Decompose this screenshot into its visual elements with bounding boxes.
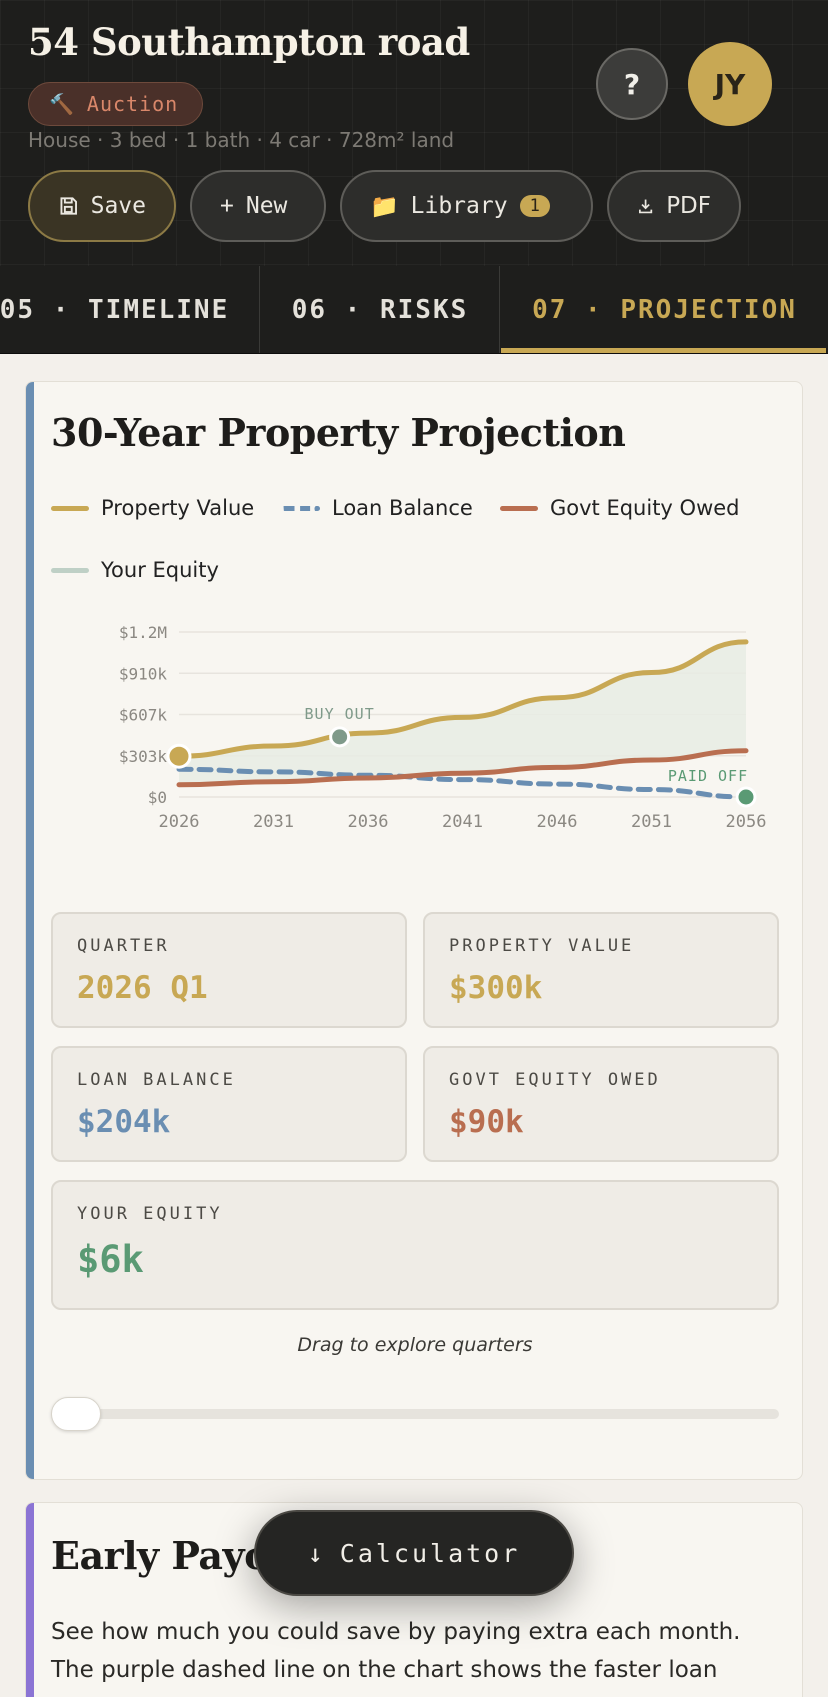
legend-swatch <box>282 505 320 511</box>
new-button[interactable]: + New <box>190 170 326 242</box>
series-line-govt-equity-owed <box>176 748 749 788</box>
calculator-button[interactable]: ↓ Calculator <box>254 1510 574 1596</box>
stat-value: $300k <box>449 970 543 1006</box>
legend-property-value: Property Value <box>51 496 254 520</box>
folder-icon: 📁 <box>370 193 399 220</box>
legend-label: Your Equity <box>101 558 219 582</box>
legend-label: Property Value <box>101 496 255 520</box>
property-meta: House · 3 bed · 1 bath · 4 car · 728m² l… <box>28 128 455 152</box>
tab-projection[interactable]: 07 · PROJECTION <box>501 266 828 353</box>
projection-title: 30-Year Property Projection <box>51 410 626 455</box>
x-tick-label: 2026 <box>159 812 200 832</box>
help-button[interactable]: ? <box>596 48 668 120</box>
quarter-slider-track[interactable] <box>51 1409 779 1419</box>
app-header: 54 Southampton road 🔨 Auction House · 3 … <box>0 0 828 266</box>
auction-badge-label: Auction <box>86 92 179 116</box>
stat-property-value: PROPERTY VALUE $300k <box>423 912 779 1028</box>
legend-swatch <box>51 505 89 511</box>
property-title: 54 Southampton road <box>28 20 470 64</box>
section-tabs: 05 · TIMELINE 06 · RISKS 07 · PROJECTION <box>0 266 828 354</box>
annotation-marker <box>735 786 757 808</box>
library-count-badge: 1 <box>519 195 550 217</box>
x-tick-label: 2046 <box>537 812 578 832</box>
stat-label: QUARTER <box>77 936 170 956</box>
stat-value: $204k <box>77 1104 171 1140</box>
legend-label: Loan Balance <box>332 496 473 520</box>
calculator-button-label: Calculator <box>339 1538 521 1568</box>
x-tick-label: 2051 <box>631 812 672 832</box>
arrow-down-icon: ↓ <box>307 1538 326 1568</box>
stat-label: PROPERTY VALUE <box>449 936 635 956</box>
save-button[interactable]: Save <box>28 170 176 242</box>
auction-badge: 🔨 Auction <box>28 82 203 126</box>
annotation-label: PAID OFF <box>668 767 748 785</box>
x-tick-label: 2031 <box>253 812 294 832</box>
plus-icon: + <box>220 193 234 219</box>
legend-swatch <box>500 505 538 511</box>
stat-value: 2026 Q1 <box>77 970 208 1006</box>
user-avatar[interactable]: JY <box>688 42 772 126</box>
early-payoff-description: See how much you could save by paying ex… <box>51 1619 741 1697</box>
series-line-property-value <box>176 639 749 759</box>
x-tick-label: 2036 <box>348 812 389 832</box>
current-quarter-marker <box>166 743 192 769</box>
tab-risks[interactable]: 06 · RISKS <box>261 266 500 353</box>
annotation-marker <box>329 726 351 748</box>
stat-govt-equity: GOVT EQUITY OWED $90k <box>423 1046 779 1162</box>
stat-quarter: QUARTER 2026 Q1 <box>51 912 407 1028</box>
stat-loan-balance: LOAN BALANCE $204k <box>51 1046 407 1162</box>
x-tick-label: 2041 <box>442 812 483 832</box>
x-tick-label: 2056 <box>726 812 767 832</box>
y-tick-label: $0 <box>148 788 167 807</box>
stat-label: GOVT EQUITY OWED <box>449 1070 661 1090</box>
legend-label: Govt Equity Owed <box>550 496 740 520</box>
pdf-button[interactable]: PDF <box>607 170 741 242</box>
annotation-label: BUY OUT <box>305 705 375 723</box>
stat-value: $6k <box>77 1238 144 1281</box>
toolbar: Save + New 📁 Library 1 PDF <box>28 170 741 242</box>
legend-loan-balance: Loan Balance <box>282 496 473 520</box>
save-button-label: Save <box>90 193 146 219</box>
save-icon <box>60 197 77 215</box>
library-button-label: Library <box>410 193 508 219</box>
projection-chart[interactable]: $0 $303k $607k $910k $1.2M 2026 2031 2036 2041 20… <box>26 592 803 832</box>
tab-timeline[interactable]: 05 · TIMELINE <box>0 266 260 353</box>
y-tick-label: $607k <box>119 706 168 725</box>
stat-value: $90k <box>449 1104 524 1140</box>
series-line-loan-balance <box>176 766 749 800</box>
download-icon <box>639 199 653 214</box>
stat-label: LOAN BALANCE <box>77 1070 236 1090</box>
y-tick-label: $1.2M <box>119 623 167 642</box>
library-button[interactable]: 📁 Library 1 <box>340 170 593 242</box>
legend-swatch <box>51 567 89 573</box>
stat-label: YOUR EQUITY <box>77 1204 223 1224</box>
quarter-slider-thumb[interactable] <box>51 1397 101 1431</box>
stat-your-equity: YOUR EQUITY $6k <box>51 1180 779 1310</box>
new-button-label: New <box>245 193 288 219</box>
y-tick-label: $303k <box>119 747 168 766</box>
your-equity-area <box>179 641 746 785</box>
legend-govt-equity: Govt Equity Owed <box>500 496 740 520</box>
drag-hint: Drag to explore quarters <box>297 1334 533 1356</box>
legend-your-equity: Your Equity <box>51 558 219 582</box>
hammer-icon: 🔨 <box>49 92 75 116</box>
projection-card: 30-Year Property Projection Property Val… <box>25 381 803 1480</box>
pdf-button-label: PDF <box>666 193 711 219</box>
y-tick-label: $910k <box>119 664 168 683</box>
